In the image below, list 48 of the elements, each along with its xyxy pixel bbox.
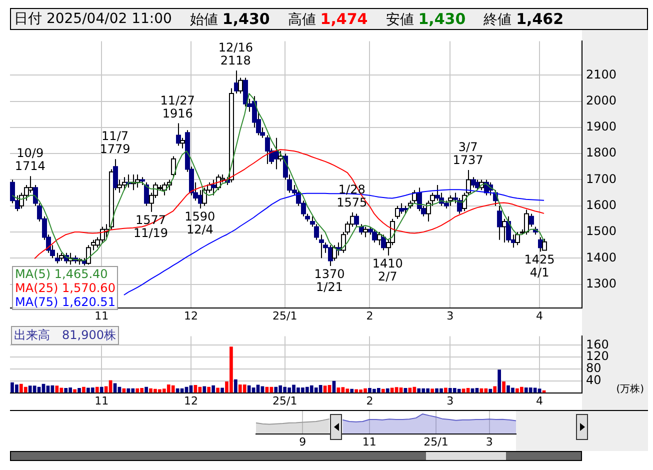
text: 安値 1,430	[386, 10, 466, 28]
text: 終値 1,462	[484, 10, 564, 28]
x-tick-label: 4	[536, 309, 544, 322]
annotation: 12/16 2118	[218, 40, 253, 68]
x-tick-label: 3	[486, 435, 493, 448]
annotation: 1425 4/1	[524, 252, 555, 280]
x-tick-label: 3	[446, 309, 454, 322]
annotation: 1590 12/4	[184, 210, 216, 237]
annotation: 10/9 1714	[14, 146, 46, 174]
text: MA(25) 1,570.60	[15, 281, 116, 295]
x-tick-label: 25/1	[424, 435, 448, 448]
annotation: 3/7 1737	[452, 140, 484, 168]
series-label: MA(75) 1,620.51	[15, 295, 116, 309]
x-tick-label: 12	[184, 309, 198, 322]
y-axis-title: (万株)	[616, 382, 644, 396]
x-tick-label: 12	[184, 394, 198, 408]
annotation: 11/7 1779	[100, 129, 130, 156]
x-tick-label: 9	[299, 435, 306, 448]
y-tick-label: 2100	[586, 67, 617, 82]
text: 高値 1,474	[288, 10, 368, 28]
x-tick-label: 25/1	[272, 394, 298, 408]
chart-title: 出来高 81,900株	[11, 326, 119, 345]
annotation: 1410 2/7	[372, 256, 403, 284]
y-tick-label: 120	[586, 349, 609, 364]
text: 始値 1,430	[190, 10, 270, 28]
y-tick-label: 160	[586, 337, 609, 352]
x-tick-label: 2	[366, 309, 374, 322]
x-tick-label: 2	[366, 394, 374, 408]
x-tick-label: 11	[362, 435, 376, 448]
series-label: MA(5) 1,465.40	[15, 267, 109, 281]
x-tick-label: 25/1	[272, 309, 298, 322]
annotation: 1370 1/21	[314, 267, 345, 294]
x-tick-label: 3	[446, 394, 454, 408]
x-tick-label: 4	[536, 394, 544, 408]
y-tick-label: 2000	[586, 93, 617, 108]
y-tick-label: 80	[586, 361, 602, 376]
y-tick-label: 1900	[586, 120, 617, 134]
x-tick-label: 11	[94, 309, 109, 322]
annotation: 11/27 1916	[160, 93, 195, 120]
y-tick-label: 1800	[586, 146, 617, 160]
y-tick-label: 1700	[586, 172, 617, 186]
text: 日付 2025/04/02 11:00	[14, 10, 172, 28]
y-tick-label: 1400	[586, 250, 617, 264]
x-tick-label: 11	[94, 394, 109, 408]
y-tick-label: 1600	[586, 198, 617, 212]
y-tick-label: 1300	[586, 276, 617, 290]
y-tick-label: 1500	[586, 224, 617, 238]
y-tick-label: 40	[586, 373, 602, 388]
